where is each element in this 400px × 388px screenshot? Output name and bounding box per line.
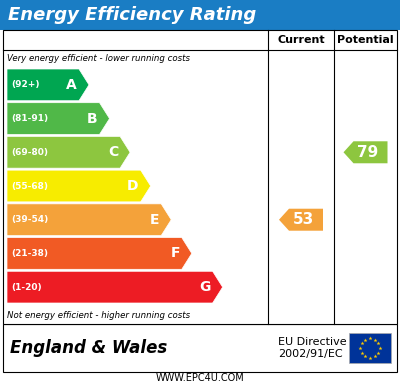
Bar xyxy=(0,0,400,30)
Text: G: G xyxy=(199,280,211,294)
Text: E: E xyxy=(150,213,159,227)
Polygon shape xyxy=(7,170,151,202)
Bar xyxy=(3,30,397,324)
Text: Not energy efficient - higher running costs: Not energy efficient - higher running co… xyxy=(7,311,190,320)
Text: Current: Current xyxy=(277,35,325,45)
Polygon shape xyxy=(344,141,388,163)
Polygon shape xyxy=(279,209,323,231)
Text: (21-38): (21-38) xyxy=(11,249,48,258)
Text: Energy Efficiency Rating: Energy Efficiency Rating xyxy=(8,6,256,24)
Text: C: C xyxy=(108,145,118,159)
Bar xyxy=(3,324,397,372)
Text: F: F xyxy=(170,246,180,260)
Polygon shape xyxy=(7,137,130,168)
Text: B: B xyxy=(87,112,98,126)
Text: (1-20): (1-20) xyxy=(11,282,42,292)
Polygon shape xyxy=(7,69,89,101)
Text: (69-80): (69-80) xyxy=(11,148,48,157)
Polygon shape xyxy=(7,271,223,303)
Polygon shape xyxy=(7,103,110,134)
Text: (81-91): (81-91) xyxy=(11,114,48,123)
Bar xyxy=(349,333,391,363)
Text: Very energy efficient - lower running costs: Very energy efficient - lower running co… xyxy=(7,54,190,63)
Polygon shape xyxy=(7,237,192,269)
Polygon shape xyxy=(7,204,171,236)
Text: WWW.EPC4U.COM: WWW.EPC4U.COM xyxy=(156,373,244,383)
Text: 79: 79 xyxy=(357,145,379,160)
Text: Potential: Potential xyxy=(337,35,394,45)
Text: (39-54): (39-54) xyxy=(11,215,48,224)
Text: A: A xyxy=(66,78,77,92)
Text: (92+): (92+) xyxy=(11,80,40,89)
Text: EU Directive
2002/91/EC: EU Directive 2002/91/EC xyxy=(278,337,347,359)
Text: D: D xyxy=(127,179,139,193)
Text: England & Wales: England & Wales xyxy=(10,339,167,357)
Text: 53: 53 xyxy=(293,212,314,227)
Text: (55-68): (55-68) xyxy=(11,182,48,191)
